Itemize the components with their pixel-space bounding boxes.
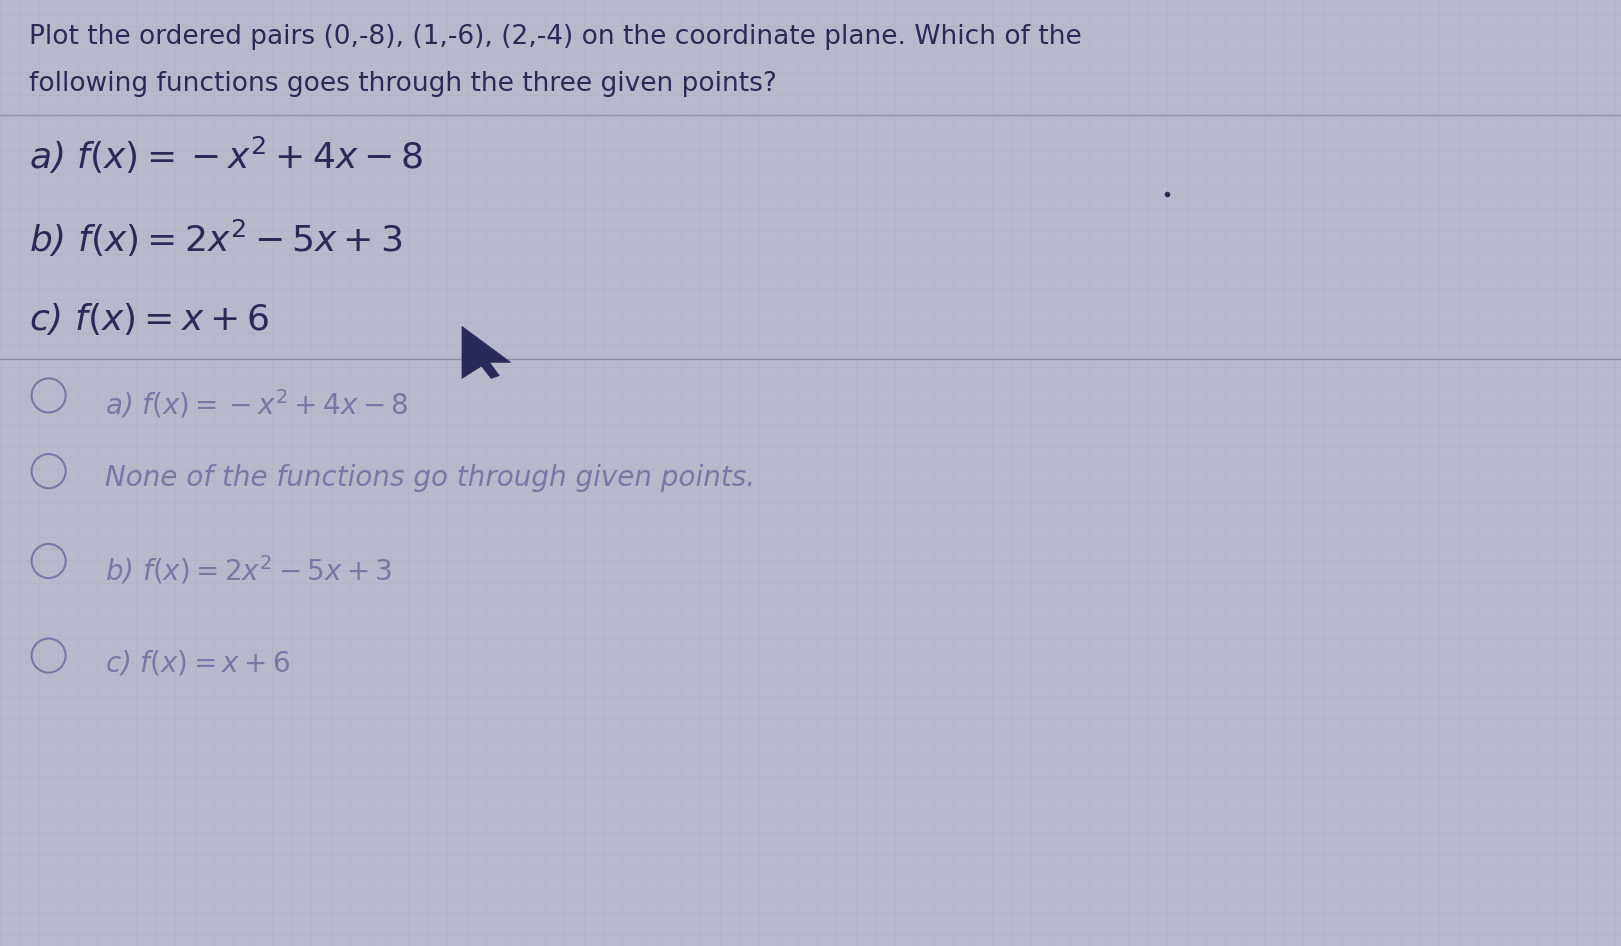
Text: None of the functions go through given points.: None of the functions go through given p…: [105, 464, 755, 492]
Text: following functions goes through the three given points?: following functions goes through the thr…: [29, 71, 776, 96]
Text: a) $f(x) = -x^2 + 4x - 8$: a) $f(x) = -x^2 + 4x - 8$: [29, 134, 423, 176]
Text: Plot the ordered pairs (0,-8), (1,-6), (2,-4) on the coordinate plane. Which of : Plot the ordered pairs (0,-8), (1,-6), (…: [29, 24, 1081, 49]
Text: c) $f(x) = x + 6$: c) $f(x) = x + 6$: [29, 301, 269, 337]
Text: b) $f(x) = 2x^2 - 5x + 3$: b) $f(x) = 2x^2 - 5x + 3$: [105, 553, 392, 587]
Text: b) $f(x) = 2x^2 - 5x + 3$: b) $f(x) = 2x^2 - 5x + 3$: [29, 218, 402, 259]
Text: a) $f(x) = -x^2 + 4x - 8$: a) $f(x) = -x^2 + 4x - 8$: [105, 388, 408, 421]
Text: c) $f(x) = x + 6$: c) $f(x) = x + 6$: [105, 648, 290, 677]
Polygon shape: [462, 326, 511, 378]
